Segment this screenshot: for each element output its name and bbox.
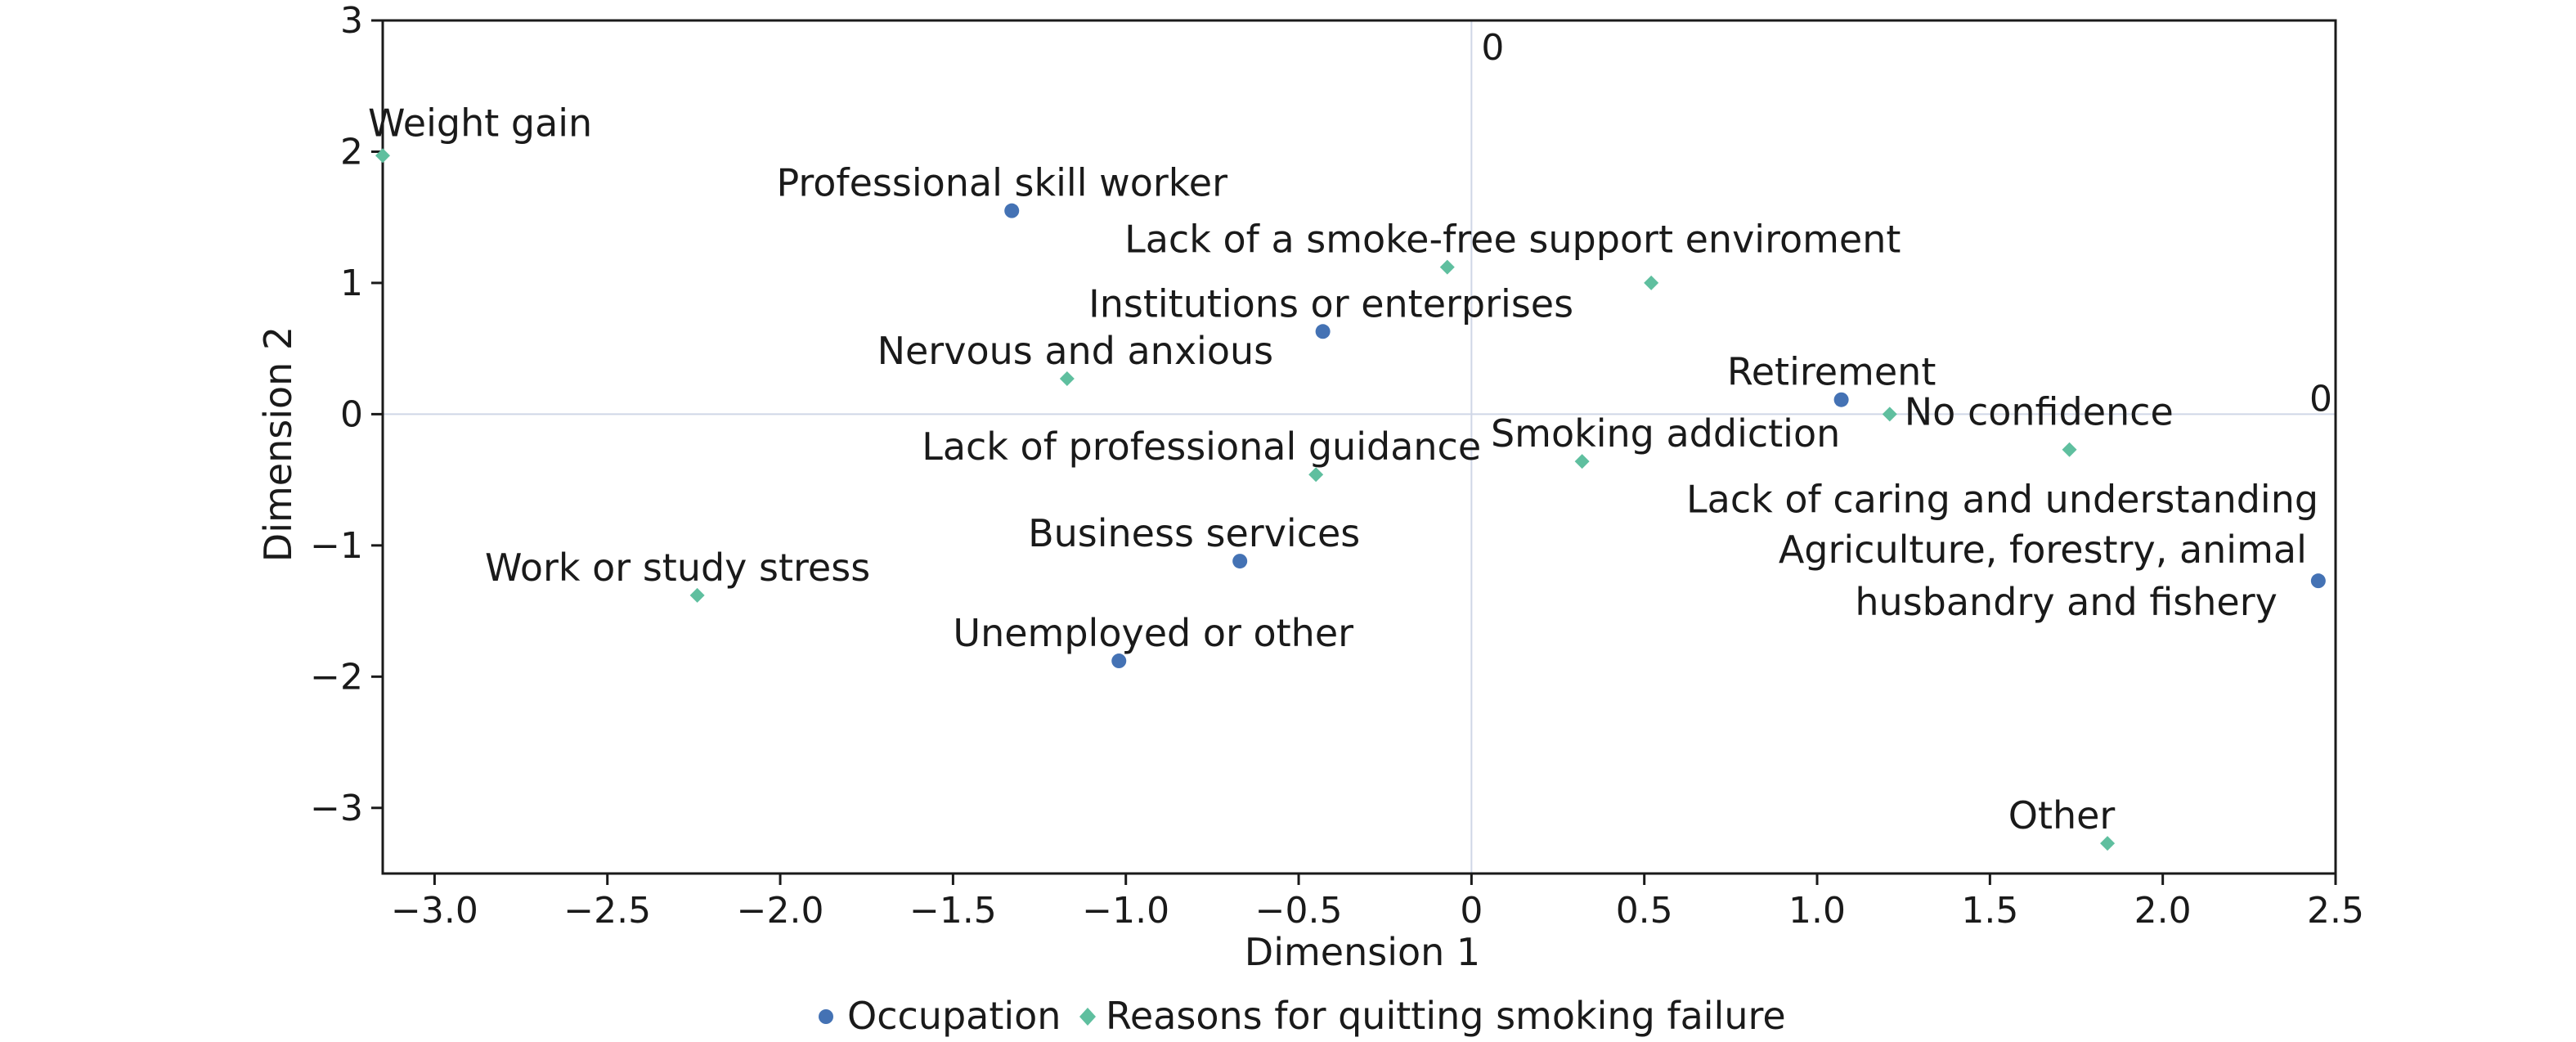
reason-point <box>2100 836 2116 851</box>
legend-reasons-marker <box>1079 1008 1096 1026</box>
x-tick-label: 1.5 <box>1961 890 2018 932</box>
point-label: Lack of a smoke-free support enviroment <box>1124 218 1901 262</box>
reason-point <box>1644 275 1659 290</box>
y-tick-label: −2 <box>310 656 363 698</box>
point-label: Institutions or enterprises <box>1088 281 1573 326</box>
point-label-line-2: husbandry and fishery <box>1855 580 2277 624</box>
x-axis-title: Dimension 1 <box>1245 930 1480 974</box>
axes: −3.0 −2.5 −2.0 −1.5 −1.0 −0.5 0 0.5 1.0 1.5 2.0 2.5… <box>310 0 2364 932</box>
occupation-point <box>1111 653 1127 669</box>
x-tick-label: −1.5 <box>909 890 997 932</box>
y-tick-label: −3 <box>310 788 363 829</box>
x-tick-label: 0.5 <box>1616 890 1673 932</box>
legend: Occupation Reasons for quitting smoking … <box>819 994 1786 1038</box>
reason-point <box>689 587 705 603</box>
y-tick-label: 2 <box>340 131 363 173</box>
x-tick-label: 1.0 <box>1788 890 1846 932</box>
x-tick-label: 0 <box>1460 890 1483 932</box>
point-label: Professional skill worker <box>776 161 1227 205</box>
occupation-point <box>1315 324 1331 339</box>
point-label: Lack of caring and understanding <box>1686 478 2318 522</box>
plot-frame <box>381 19 2337 875</box>
reason-point <box>1439 259 1455 275</box>
x-tick-label: −3.0 <box>391 890 478 932</box>
reason-point <box>1882 406 1897 422</box>
reason-point <box>2062 442 2077 457</box>
point-label: Smoking addiction <box>1491 411 1840 456</box>
x-tick-label: −2.0 <box>737 890 824 932</box>
y-tick-label: −1 <box>310 525 363 567</box>
y-tick-label: 1 <box>340 263 363 304</box>
point-label: Business services <box>1028 511 1360 555</box>
point-labels: Professional skill worker Institutions or… <box>368 101 2318 838</box>
x-tick-label: −1.0 <box>1082 890 1169 932</box>
point-label-line-1: Agriculture, forestry, animal <box>1779 528 2307 572</box>
x-tick-label: −2.5 <box>563 890 651 932</box>
legend-occupation-label: Occupation <box>847 994 1061 1038</box>
point-label: Unemployed or other <box>953 611 1353 655</box>
occupation-point <box>1232 554 1248 569</box>
vertical-zero-label: 0 <box>1481 27 1504 69</box>
point-label: Other <box>2008 793 2116 838</box>
data-points <box>375 148 2326 851</box>
point-label: Agriculture, forestry, animal husbandry a… <box>1779 528 2307 624</box>
horizontal-zero-label: 0 <box>2309 378 2332 420</box>
x-tick-label: 2.5 <box>2307 890 2364 932</box>
point-label: Lack of professional guidance <box>922 424 1481 469</box>
occupation-point <box>1004 203 1020 218</box>
y-tick-label: 3 <box>340 0 363 42</box>
point-label: Retirement <box>1727 350 1936 394</box>
point-label: No confidence <box>1905 389 2174 433</box>
reason-point <box>1308 467 1324 483</box>
point-label: Weight gain <box>368 101 592 145</box>
x-tick-label: −0.5 <box>1255 890 1343 932</box>
reason-point <box>375 148 390 164</box>
y-axis-title: Dimension 2 <box>256 326 300 562</box>
x-tick-label: 2.0 <box>2134 890 2192 932</box>
legend-reasons-label: Reasons for quitting smoking failure <box>1106 994 1786 1038</box>
legend-occupation-marker <box>819 1009 833 1024</box>
y-tick-label: 0 <box>340 393 363 435</box>
reference-lines: 00 <box>383 20 2336 874</box>
point-label: Work or study stress <box>485 546 870 590</box>
occupation-point <box>2310 573 2326 589</box>
reason-point <box>1574 454 1590 469</box>
reason-point <box>1059 371 1075 387</box>
point-label: Nervous and anxious <box>877 329 1274 373</box>
occupation-point <box>1833 392 1849 407</box>
